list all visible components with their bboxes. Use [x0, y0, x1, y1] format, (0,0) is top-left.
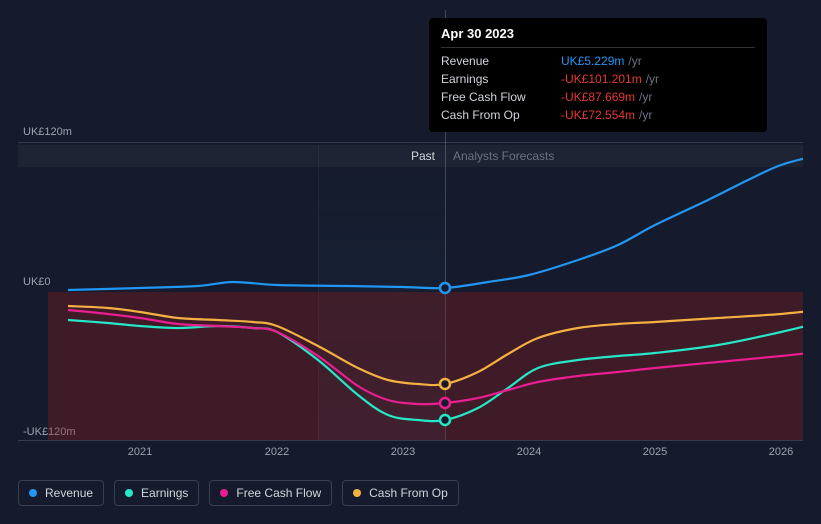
tooltip-row-value: -UK£87.669m [561, 90, 635, 104]
x-tick: 2026 [769, 446, 793, 458]
tooltip-row-value: -UK£72.554m [561, 108, 635, 122]
tooltip-row-unit: /yr [639, 90, 652, 104]
legend-dot-icon [220, 489, 228, 497]
tooltip-row-value: -UK£101.201m [561, 72, 642, 86]
marker-earnings [440, 415, 450, 425]
legend-item-cash-from-op[interactable]: Cash From Op [342, 480, 459, 506]
earnings-revenue-chart: Apr 30 2023 Revenue UK£5.229m /yrEarning… [18, 0, 803, 524]
tooltip-row-unit: /yr [646, 72, 659, 86]
series-revenue [68, 155, 803, 290]
tooltip-row-label: Earnings [441, 72, 561, 86]
x-tick: 2025 [643, 446, 667, 458]
tooltip-row-unit: /yr [628, 54, 641, 68]
x-axis: 2021 2022 2023 2024 2025 2026 [18, 446, 803, 466]
gridline-bottom [18, 440, 803, 441]
tooltip-row: Cash From Op -UK£72.554m /yr [441, 106, 755, 124]
marker-free-cash-flow [440, 398, 450, 408]
tooltip-row: Free Cash Flow -UK£87.669m /yr [441, 88, 755, 106]
tooltip-row-label: Cash From Op [441, 108, 561, 122]
tooltip-row-unit: /yr [639, 108, 652, 122]
legend-dot-icon [125, 489, 133, 497]
chart-tooltip: Apr 30 2023 Revenue UK£5.229m /yrEarning… [429, 18, 767, 132]
x-tick: 2023 [391, 446, 415, 458]
legend-label: Earnings [141, 486, 188, 500]
x-tick: 2022 [265, 446, 289, 458]
tooltip-date: Apr 30 2023 [441, 26, 755, 48]
legend-dot-icon [29, 489, 37, 497]
x-tick: 2024 [517, 446, 541, 458]
legend-item-free-cash-flow[interactable]: Free Cash Flow [209, 480, 332, 506]
tooltip-row-label: Free Cash Flow [441, 90, 561, 104]
legend-label: Free Cash Flow [236, 486, 321, 500]
tooltip-row: Revenue UK£5.229m /yr [441, 52, 755, 70]
legend-label: Revenue [45, 486, 93, 500]
marker-revenue [440, 283, 450, 293]
legend-item-earnings[interactable]: Earnings [114, 480, 199, 506]
legend-label: Cash From Op [369, 486, 448, 500]
tooltip-row-label: Revenue [441, 54, 561, 68]
tooltip-row: Earnings -UK£101.201m /yr [441, 70, 755, 88]
chart-legend: Revenue Earnings Free Cash Flow Cash From O… [18, 480, 459, 506]
legend-dot-icon [353, 489, 361, 497]
marker-cash-from-op [440, 379, 450, 389]
tooltip-row-value: UK£5.229m [561, 54, 624, 68]
x-tick: 2021 [128, 446, 152, 458]
legend-item-revenue[interactable]: Revenue [18, 480, 104, 506]
